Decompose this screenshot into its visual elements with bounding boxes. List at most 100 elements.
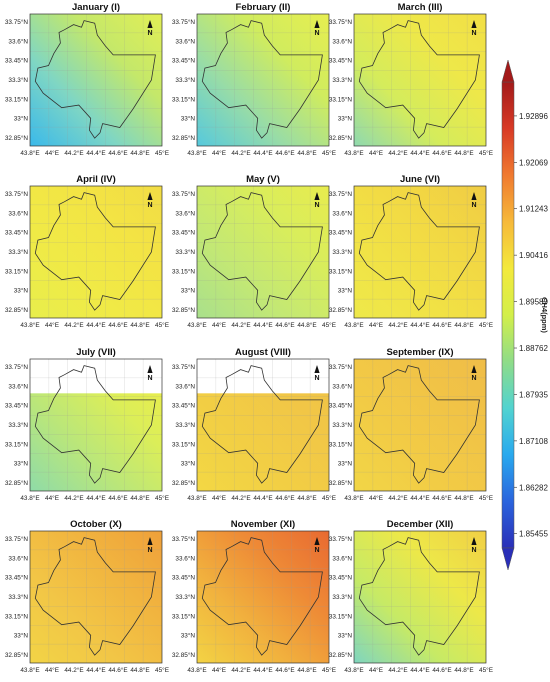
y-tick-label: 33°N — [181, 115, 196, 123]
x-tick-label: 44.6°E — [108, 494, 127, 502]
y-tick-label: 33.3°N — [8, 593, 28, 601]
x-tick-label: 44.8°E — [130, 149, 149, 157]
y-tick-label: 33.75°N — [172, 535, 196, 543]
concentration-field — [354, 186, 486, 318]
x-tick-label: 44.8°E — [297, 494, 316, 502]
north-arrow-icon — [147, 537, 153, 545]
x-tick-label: 44°E — [45, 666, 59, 674]
y-tick-label: 33.15°N — [329, 95, 353, 103]
x-tick-label: 44.4°E — [410, 321, 429, 329]
panel-frame — [196, 185, 330, 319]
north-arrow-icon — [314, 365, 320, 373]
panel-frame — [29, 530, 163, 664]
x-tick-label: 44.2°E — [231, 494, 250, 502]
y-tick-label: 33.6°N — [8, 382, 28, 390]
province-boundary — [34, 192, 156, 311]
y-tick-label: 33°N — [338, 632, 353, 640]
panel-title: November (XI) — [231, 519, 295, 530]
panel-frame — [29, 13, 163, 147]
x-tick-label: 44.8°E — [454, 321, 473, 329]
x-tick-label: 44.6°E — [275, 494, 294, 502]
north-label: N — [147, 202, 152, 209]
x-tick-label: 44.4°E — [86, 149, 105, 157]
map-panel: June (VI) N 43.8°E 44°E 44.2°E 44.4°E 44.6°E 44… — [329, 174, 493, 329]
y-tick-label: 33.3°N — [332, 76, 352, 84]
x-tick-label: 45°E — [479, 149, 493, 157]
map-panels: January (I)N43.8°E 44°E 44.2°E 44.4°E 44.6°E… — [5, 2, 493, 674]
panel-title: June (VI) — [400, 174, 440, 185]
y-tick-label: 33.45°N — [329, 574, 353, 582]
y-tick-label: 33.3°N — [8, 248, 28, 256]
north-label: N — [471, 202, 476, 209]
y-tick-label: 33.15°N — [329, 612, 353, 620]
y-tick-label: 32.85°N — [5, 479, 29, 487]
province-boundary — [358, 537, 480, 656]
y-tick-label: 33.45°N — [329, 229, 353, 237]
x-tick-label: 43.8°E — [187, 149, 206, 157]
y-tick-label: 33.3°N — [332, 593, 352, 601]
panel-title: October (X) — [70, 519, 122, 530]
colorbar-min-extension — [501, 547, 515, 571]
y-tick-label: 33.45°N — [172, 229, 196, 237]
north-arrow-icon — [314, 20, 320, 28]
x-tick-label: 44.8°E — [130, 666, 149, 674]
x-tick-label: 44.8°E — [454, 666, 473, 674]
x-tick-label: 43.8°E — [344, 321, 363, 329]
x-tick-label: 44.4°E — [410, 494, 429, 502]
y-tick-label: 33.75°N — [172, 363, 196, 371]
map-panel: September (IX)N43.8°E 44°E 44.2°E 44.4°E 44.… — [329, 347, 493, 502]
x-tick-label: 43.8°E — [344, 494, 363, 502]
north-arrow-icon — [147, 192, 153, 200]
concentration-field — [354, 14, 486, 146]
y-tick-label: 32.85°N — [5, 651, 29, 659]
x-tick-label: 45°E — [322, 149, 336, 157]
panel-frame — [196, 13, 330, 147]
colorbar-max-extension — [501, 59, 515, 83]
y-tick-label: 33°N — [14, 460, 29, 468]
concentration-field — [30, 531, 162, 663]
colorbar-tick-label: 1.87108 — [519, 437, 548, 446]
x-tick-label: 44.6°E — [108, 149, 127, 157]
y-tick-label: 33.3°N — [8, 76, 28, 84]
y-tick-label: 33.6°N — [332, 382, 352, 390]
north-arrow-icon — [147, 20, 153, 28]
x-tick-label: 44°E — [212, 149, 226, 157]
panel-frame — [353, 185, 487, 319]
x-tick-label: 44°E — [45, 494, 59, 502]
x-tick-label: 44.6°E — [275, 666, 294, 674]
y-tick-label: 32.85°N — [172, 479, 196, 487]
y-tick-label: 33°N — [181, 460, 196, 468]
y-tick-label: 33.6°N — [175, 382, 195, 390]
y-tick-label: 33°N — [14, 632, 29, 640]
province-boundary — [201, 192, 323, 311]
x-tick-label: 44°E — [45, 149, 59, 157]
concentration-field — [197, 186, 329, 318]
panel-title: April (IV) — [76, 174, 116, 185]
y-tick-label: 33.15°N — [329, 267, 353, 275]
y-tick-label: 32.85°N — [329, 134, 353, 142]
no-data-region — [197, 359, 329, 394]
colorbar-scale — [501, 81, 515, 549]
x-tick-label: 45°E — [479, 321, 493, 329]
x-tick-label: 44.6°E — [432, 321, 451, 329]
x-tick-label: 45°E — [322, 321, 336, 329]
y-tick-label: 33.75°N — [329, 190, 353, 198]
north-arrow-icon — [314, 537, 320, 545]
y-tick-label: 33.75°N — [329, 18, 353, 26]
x-tick-label: 45°E — [322, 666, 336, 674]
panel-title: December (XII) — [387, 519, 454, 530]
colorbar-label: CH4(ppm) — [540, 297, 549, 333]
x-tick-label: 45°E — [479, 494, 493, 502]
y-tick-label: 33°N — [14, 287, 29, 295]
y-tick-label: 33.45°N — [172, 57, 196, 65]
y-tick-label: 33.15°N — [172, 612, 196, 620]
x-tick-label: 44.4°E — [253, 321, 272, 329]
panel-frame — [353, 358, 487, 492]
north-label: N — [147, 30, 152, 37]
y-tick-label: 33.6°N — [8, 554, 28, 562]
north-label: N — [314, 30, 319, 37]
y-tick-label: 33.75°N — [329, 363, 353, 371]
y-tick-label: 33.15°N — [329, 440, 353, 448]
y-tick-label: 33.15°N — [5, 612, 29, 620]
